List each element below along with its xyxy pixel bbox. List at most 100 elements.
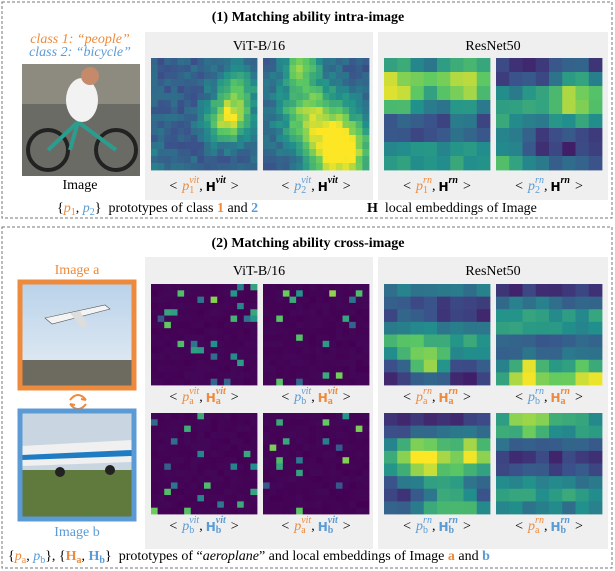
heatmap-cell (336, 347, 343, 354)
heatmap-cell (464, 347, 478, 360)
heatmap-cell (323, 86, 330, 93)
heatmap-cell (276, 438, 283, 445)
heatmap-cell (270, 432, 277, 439)
heatmap-cell (303, 93, 310, 100)
heatmap-cell (231, 309, 238, 316)
heatmap-cell (576, 284, 590, 297)
heatmap-cell (217, 501, 224, 508)
heatmap-cell (178, 445, 185, 452)
embedding-superscript: rn (561, 175, 571, 186)
heatmap-cell (217, 322, 224, 329)
heatmap-cell (231, 284, 238, 291)
caption-bracket: > (231, 519, 239, 534)
heatmap-cell (496, 297, 510, 310)
heatmap-cell (270, 476, 277, 483)
heatmap-cell (411, 72, 425, 86)
heatmap-cell (263, 86, 270, 93)
heatmap-cell (250, 163, 257, 170)
heatmap-cell (362, 426, 369, 433)
heatmap-cell (316, 163, 323, 170)
heatmap-cell (309, 341, 316, 348)
heatmap-cell (356, 470, 363, 477)
heatmap-cell (231, 107, 238, 114)
heatmap-cell (329, 501, 336, 508)
heatmap-cell (303, 316, 310, 323)
heatmap-cell (231, 335, 238, 342)
heatmap-cell (329, 457, 336, 464)
heatmap-cell (309, 413, 316, 420)
heatmap-cell (411, 297, 425, 310)
heatmap-cell (231, 464, 238, 471)
heatmap-cell (184, 347, 191, 354)
heatmap-cell (536, 142, 550, 156)
heatmap-cell (204, 290, 211, 297)
heatmap (263, 58, 369, 170)
heatmap (151, 413, 257, 514)
heatmap-cell (171, 297, 178, 304)
caption-bracket: > (575, 390, 583, 405)
heatmap-cell (349, 86, 356, 93)
heatmap-cell (303, 156, 310, 163)
heatmap-cell (211, 163, 218, 170)
heatmap-cell (217, 135, 224, 142)
heatmap-cell (283, 65, 290, 72)
heatmap-cell (450, 72, 464, 86)
heatmap-cell (323, 284, 330, 291)
heatmap-cell (191, 347, 198, 354)
heatmap-cell (329, 107, 336, 114)
heatmap-cell (296, 353, 303, 360)
heatmap-cell (250, 316, 257, 323)
heatmap-cell (316, 156, 323, 163)
heatmap-cell (184, 426, 191, 433)
heatmap-cell (316, 100, 323, 107)
heatmap-cell (237, 297, 244, 304)
heatmap-cell (276, 495, 283, 502)
image-label: class 2: “bicycle” (29, 45, 131, 60)
heatmap-cell (276, 149, 283, 156)
heatmap-cell (217, 445, 224, 452)
heatmap-cell (276, 470, 283, 477)
heatmap-cell (184, 413, 191, 420)
heatmap-cell (437, 114, 451, 128)
heatmap-cell (549, 464, 563, 477)
heatmap-cell (151, 476, 158, 483)
heatmap-cell (178, 79, 185, 86)
heatmap-cell (197, 114, 204, 121)
embedding-subscript: b (561, 525, 567, 536)
heatmap-cell (237, 419, 244, 426)
caption-separator: , (199, 179, 203, 194)
heatmap-cell (283, 100, 290, 107)
prototype-symbol: p (415, 519, 423, 534)
heatmap-cell (204, 121, 211, 128)
heatmap-cell (217, 156, 224, 163)
heatmap-cell (217, 489, 224, 496)
heatmap-cell (171, 501, 178, 508)
legend-part: aeroplane (203, 549, 259, 564)
caption-bracket: < (403, 179, 411, 194)
heatmap-cell (362, 163, 369, 170)
heatmap-cell (263, 290, 270, 297)
heatmap-cell (164, 501, 171, 508)
heatmap-cell (151, 121, 158, 128)
heatmap-cell (197, 58, 204, 65)
heatmap-cell (244, 79, 251, 86)
heatmap-cell (270, 114, 277, 121)
heatmap-cell (329, 464, 336, 471)
heatmap-cell (576, 464, 590, 477)
heatmap-cell (231, 156, 238, 163)
legend-part: { (57, 201, 64, 216)
heatmap-cell (237, 470, 244, 477)
heatmap-cell (296, 309, 303, 316)
heatmap-cell (589, 284, 603, 297)
heatmap-cell (184, 360, 191, 367)
prototype-symbol: p (293, 390, 301, 405)
heatmap-cell (211, 451, 218, 458)
heatmap-cell (151, 149, 158, 156)
heatmap-cell (536, 335, 550, 348)
heatmap-cell (270, 79, 277, 86)
heatmap-cell (509, 489, 523, 502)
heatmap-cell (450, 335, 464, 348)
heatmap-cell (477, 464, 491, 477)
heatmap-cell (523, 72, 537, 86)
heatmap-cell (178, 284, 185, 291)
